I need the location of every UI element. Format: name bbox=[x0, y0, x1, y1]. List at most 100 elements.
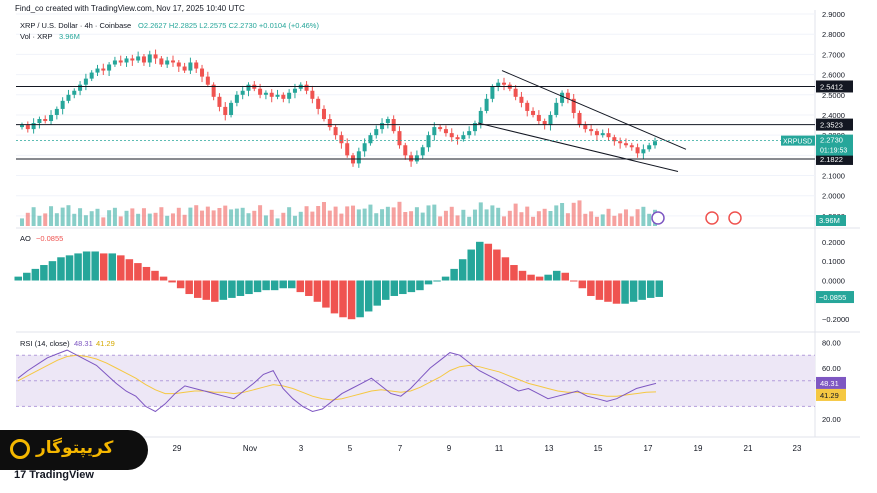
volume-bar bbox=[287, 207, 292, 226]
candle-body bbox=[455, 137, 460, 140]
volume-bar bbox=[502, 216, 507, 226]
ao-histogram-bar bbox=[655, 280, 663, 297]
ao-histogram-bar bbox=[245, 280, 253, 295]
volume-bar bbox=[606, 208, 611, 226]
chart-credit: Find_co created with TradingView.com, No… bbox=[15, 4, 245, 13]
volume-bar bbox=[432, 204, 437, 226]
volume-bar bbox=[281, 212, 286, 226]
ao-histogram-bar bbox=[484, 243, 493, 281]
candle-body bbox=[107, 64, 112, 71]
candle-body bbox=[25, 125, 30, 130]
candle-body bbox=[327, 119, 332, 128]
candle-body bbox=[275, 94, 280, 97]
candle-body bbox=[496, 82, 501, 87]
countdown-label: 01:19:53 bbox=[820, 148, 847, 155]
candle-body bbox=[414, 155, 419, 162]
volume-bar bbox=[229, 209, 234, 226]
volume-bar bbox=[612, 215, 617, 226]
price-tick-label: 2.5000 bbox=[822, 91, 845, 100]
candle-body bbox=[403, 145, 408, 156]
volume-bar bbox=[362, 208, 367, 226]
ao-histogram-bar bbox=[185, 280, 193, 295]
volume-bar bbox=[507, 210, 512, 226]
ao-histogram-bar bbox=[48, 261, 57, 281]
ao-histogram-bar bbox=[228, 280, 236, 298]
volume-bar bbox=[107, 210, 112, 226]
price-tick-label: 2.9000 bbox=[822, 10, 845, 19]
candle-body bbox=[118, 60, 123, 63]
volume-bar bbox=[496, 207, 501, 226]
ao-histogram-bar bbox=[262, 280, 270, 291]
ao-histogram-bar bbox=[31, 268, 40, 281]
candle-body bbox=[217, 96, 222, 107]
ao-histogram-bar bbox=[399, 280, 407, 295]
candle-body bbox=[170, 60, 175, 63]
ao-histogram-bar bbox=[458, 259, 467, 281]
volume-bar bbox=[333, 206, 338, 226]
time-tick-label: 15 bbox=[594, 444, 603, 453]
volume-bar bbox=[356, 209, 361, 226]
volume-bar bbox=[153, 212, 158, 226]
candle-body bbox=[234, 94, 239, 103]
symbol-title: XRP / U.S. Dollar · 4h · Coinbase bbox=[20, 21, 131, 30]
candle-body bbox=[409, 155, 414, 162]
volume-bar bbox=[629, 216, 634, 226]
volume-bar bbox=[292, 215, 297, 226]
volume-bar bbox=[83, 215, 88, 226]
candle-body bbox=[339, 135, 344, 144]
candle-body bbox=[577, 112, 582, 126]
volume-bar bbox=[95, 208, 100, 226]
volume-bar bbox=[234, 208, 239, 226]
volume-bar bbox=[380, 209, 385, 226]
candle-body bbox=[385, 119, 390, 124]
time-tick-label: 29 bbox=[173, 444, 182, 453]
ohlc-values: O2.2627 H2.2825 L2.2575 C2.2730 +0.0104 … bbox=[138, 21, 319, 30]
rsi-value: 48.31 bbox=[74, 339, 93, 348]
ao-histogram-bar bbox=[364, 280, 373, 312]
candle-body bbox=[380, 123, 385, 130]
ao-histogram-bar bbox=[544, 274, 552, 281]
candle-body bbox=[95, 68, 100, 73]
volume-bar bbox=[554, 205, 559, 226]
volume-bar bbox=[600, 214, 605, 226]
candle-body bbox=[531, 110, 536, 115]
candle-body bbox=[374, 129, 379, 136]
candle-body bbox=[345, 143, 350, 156]
ao-histogram-bar bbox=[287, 280, 296, 289]
volume-bar bbox=[240, 207, 245, 226]
volume-bar bbox=[31, 207, 36, 226]
candle-body bbox=[205, 76, 210, 85]
candle-body bbox=[426, 135, 431, 148]
candle-body bbox=[223, 106, 228, 115]
candle-body bbox=[333, 127, 338, 136]
price-tick-label: 2.8000 bbox=[822, 30, 845, 39]
candle-body bbox=[600, 133, 605, 136]
time-tick-label: 17 bbox=[644, 444, 653, 453]
time-tick-label: 23 bbox=[793, 444, 802, 453]
candle-body bbox=[20, 125, 24, 128]
volume-bar bbox=[438, 216, 443, 226]
current-price-label: 2.2730 bbox=[820, 136, 843, 145]
volume-bar bbox=[170, 213, 175, 226]
candle-body bbox=[310, 90, 315, 99]
candle-body bbox=[78, 84, 83, 91]
volume-bar bbox=[536, 211, 541, 226]
ao-histogram-bar bbox=[450, 268, 458, 281]
volume-legend-value: 3.96M bbox=[59, 32, 80, 41]
ao-histogram-bar bbox=[253, 280, 262, 293]
ao-histogram-bar bbox=[176, 280, 185, 289]
candle-body bbox=[548, 114, 553, 126]
candle-body bbox=[589, 129, 594, 132]
candle-body bbox=[246, 84, 251, 91]
volume-bar bbox=[316, 206, 321, 226]
candle-body bbox=[612, 137, 617, 142]
ao-histogram-bar bbox=[168, 280, 176, 283]
ao-histogram-bar bbox=[151, 270, 159, 281]
volume-bar bbox=[560, 203, 565, 226]
ao-histogram-bar bbox=[552, 270, 561, 281]
ao-histogram-bar bbox=[441, 276, 450, 281]
volume-bar bbox=[147, 213, 152, 226]
candle-body bbox=[472, 123, 477, 132]
ao-histogram-bar bbox=[57, 257, 65, 281]
